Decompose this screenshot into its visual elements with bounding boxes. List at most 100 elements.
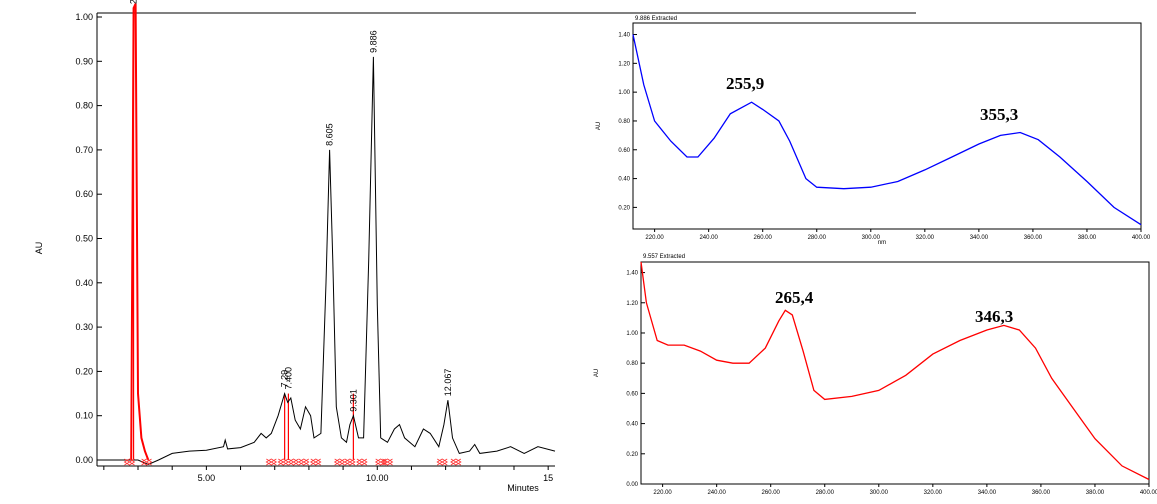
spectrum-2-peak-label-1: 265,4 <box>775 288 814 307</box>
x-tick-label: 320.00 <box>924 490 943 496</box>
x-tick-label: 360.00 <box>1032 490 1051 496</box>
chromatogram-y-ticks: 0.00 0.10 0.20 0.30 0.40 0.50 0.60 0.70 0.80 0.90… <box>75 12 102 465</box>
spectrum-1-peak-label-1: 255,9 <box>726 74 764 93</box>
y-tick-label: 0.60 <box>626 391 638 397</box>
spectrum-trace <box>632 34 1142 226</box>
baseline-marker <box>287 458 300 466</box>
spectrum-trace <box>640 261 1150 481</box>
x-tick-label: 380.00 <box>1078 235 1097 241</box>
chromatogram-peak-labels: 2.870 7.297.400 8.605 9.301 9.886 12.067 <box>129 0 453 412</box>
y-tick-label: 0.80 <box>626 361 638 367</box>
x-tick-label: 400.00 <box>1132 235 1151 241</box>
y-tick-label: 0.00 <box>75 455 93 465</box>
chromatogram-x-ticks: 5.00 10.00 15 <box>103 466 553 483</box>
baseline-marker <box>381 458 394 466</box>
y-tick-label: 0.40 <box>618 177 630 183</box>
y-tick-label: 0.60 <box>75 189 93 199</box>
y-tick-label: 0.70 <box>75 145 93 155</box>
x-tick-label: 240.00 <box>707 490 726 496</box>
x-tick-label: 15 <box>543 473 553 483</box>
spectrum-1-y-ticks: 0.20 0.40 0.60 0.80 1.00 1.20 1.40 <box>618 33 637 211</box>
y-tick-label: 1.20 <box>626 301 638 307</box>
y-tick-label: 1.20 <box>618 61 630 67</box>
x-tick-label: 260.00 <box>762 490 781 496</box>
x-tick-label: 240.00 <box>699 235 718 241</box>
y-tick-label: 0.80 <box>618 119 630 125</box>
y-tick-label: 1.00 <box>626 331 638 337</box>
baseline-marker <box>333 458 346 466</box>
y-tick-label: 0.50 <box>75 234 93 244</box>
spectrum-1-x-label: nm <box>878 240 886 246</box>
spectrum-1-y-label: AU <box>596 122 602 130</box>
y-tick-label: 1.40 <box>626 271 638 277</box>
chromatogram-trace <box>97 56 556 465</box>
spectrum-2-y-ticks: 0.00 0.20 0.40 0.60 0.80 1.00 1.20 1.40 <box>626 271 645 488</box>
peak-label: 7.400 <box>283 367 293 390</box>
x-tick-label: 320.00 <box>916 235 935 241</box>
baseline-marker <box>344 458 356 466</box>
baseline-marker <box>123 458 136 466</box>
y-tick-label: 0.80 <box>75 101 93 111</box>
spectrum-panel-2: 9.557 Extracted AU 0.00 0.20 0.40 0.60 0.80 1… <box>594 254 1157 496</box>
baseline-marker <box>309 458 322 466</box>
chromatogram-panel: 0.00 0.10 0.20 0.30 0.40 0.50 0.60 0.70 0.80 0.90… <box>34 0 916 493</box>
baseline-marker <box>356 458 368 466</box>
y-tick-label: 1.40 <box>618 33 630 39</box>
spectrum-1-peak-label-2: 355,3 <box>980 105 1018 124</box>
spectrum-1-frame <box>632 22 1142 230</box>
spectrum-1-series <box>632 34 1142 226</box>
y-tick-label: 0.10 <box>75 411 93 421</box>
spectrum-1-title: 9.886 Extracted <box>635 16 677 22</box>
chromatogram-baseline-markers <box>123 458 462 466</box>
y-tick-label: 1.00 <box>618 90 630 96</box>
x-tick-label: 260.00 <box>754 235 773 241</box>
spectrum-panel-1: 9.886 Extracted AU nm 0.20 0.40 0.60 0.80 1.… <box>596 16 1151 246</box>
x-tick-label: 340.00 <box>970 235 989 241</box>
y-tick-label: 0.40 <box>75 278 93 288</box>
x-tick-label: 400.00 <box>1140 490 1157 496</box>
y-tick-label: 0.20 <box>75 366 93 376</box>
baseline-marker <box>450 458 462 466</box>
spectrum-2-title: 9.557 Extracted <box>643 254 685 260</box>
x-tick-label: 220.00 <box>653 490 672 496</box>
peak-label: 12.067 <box>443 369 453 397</box>
y-tick-label: 0.30 <box>75 322 93 332</box>
chromatogram-x-label: Minutes <box>507 483 539 493</box>
peak-label: 9.301 <box>348 389 358 412</box>
x-tick-label: 380.00 <box>1086 490 1105 496</box>
peak-label: 7.29 <box>280 370 290 388</box>
peak-label: 2.870 <box>129 0 139 4</box>
x-tick-label: 280.00 <box>808 235 827 241</box>
chromatogram-drop-lines <box>132 8 354 460</box>
spectrum-2-peak-label-2: 346,3 <box>975 307 1013 326</box>
peak-label: 8.605 <box>325 123 335 146</box>
baseline-marker <box>298 458 310 466</box>
y-tick-label: 0.20 <box>626 452 638 458</box>
spectrum-2-frame <box>640 261 1150 485</box>
x-tick-label: 10.00 <box>366 473 389 483</box>
x-tick-label: 300.00 <box>870 490 889 496</box>
spectrum-2-series <box>640 261 1150 481</box>
chromatogram-trace <box>130 3 150 461</box>
y-tick-label: 0.40 <box>626 422 638 428</box>
baseline-marker <box>265 458 278 466</box>
chromatogram-y-label: AU <box>34 242 44 255</box>
x-tick-label: 5.00 <box>198 473 216 483</box>
y-tick-label: 0.20 <box>618 205 630 211</box>
baseline-marker <box>436 458 448 466</box>
x-tick-label: 340.00 <box>978 490 997 496</box>
spectrum-1-x-ticks: 220.00 240.00 260.00 280.00 300.00 320.00 340.… <box>645 229 1151 241</box>
x-tick-label: 280.00 <box>816 490 835 496</box>
peak-label: 9.886 <box>368 30 378 53</box>
y-tick-label: 0.00 <box>626 482 638 488</box>
spectrum-2-y-label: AU <box>594 369 600 377</box>
y-tick-label: 1.00 <box>75 12 93 22</box>
y-tick-label: 0.90 <box>75 56 93 66</box>
spectrum-2-x-ticks: 220.00 240.00 260.00 280.00 300.00 320.00 340.… <box>653 484 1157 496</box>
baseline-marker <box>140 458 153 466</box>
baseline-marker <box>277 458 290 466</box>
x-tick-label: 360.00 <box>1024 235 1043 241</box>
y-tick-label: 0.60 <box>618 148 630 154</box>
x-tick-label: 300.00 <box>862 235 881 241</box>
